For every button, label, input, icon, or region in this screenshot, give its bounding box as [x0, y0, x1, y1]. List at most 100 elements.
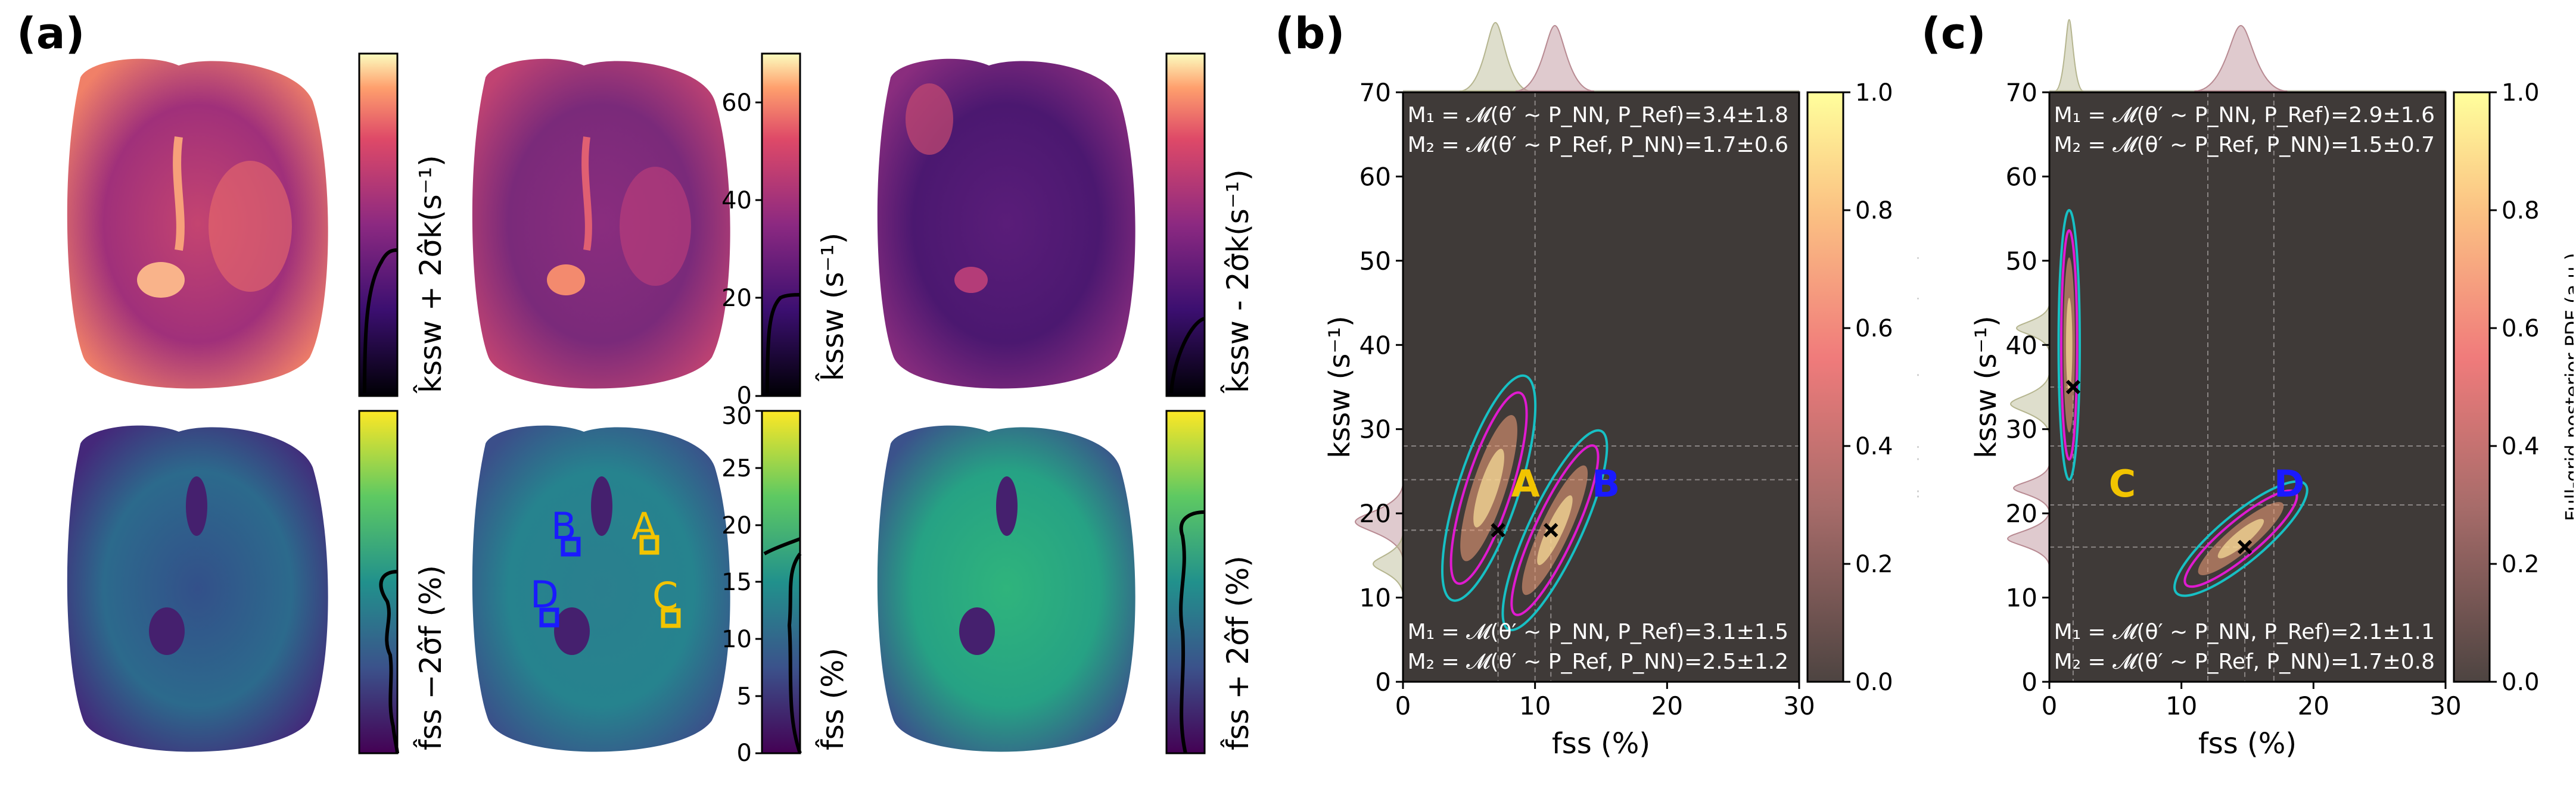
colorbar-tick-label: 0.4	[1855, 433, 1893, 460]
roi-d-marker	[539, 607, 559, 628]
metric-annotation: M₁ = 𝓜(θ′ ~ P_NN, P_Ref)=3.1±1.5	[1408, 620, 1788, 644]
axis-ticks: 0 10 20 30 0 10 20 30 40 50 60 70	[1359, 78, 1815, 720]
colorbar-fss	[761, 410, 801, 754]
y-tick-label: 20	[2006, 499, 2037, 528]
roi-c-marker	[661, 608, 681, 628]
metric-annotation: M₁ = 𝓜(θ′ ~ P_NN, P_Ref)=3.4±1.8	[1408, 103, 1788, 127]
posterior-core	[2217, 519, 2264, 559]
contour-nn	[1501, 429, 1609, 632]
x-tick-label: 10	[1519, 691, 1551, 720]
colorbar-ticks: 0.0 0.2 0.4 0.6 0.8 1.0	[2490, 79, 2540, 696]
x-tick-label: 0	[2042, 691, 2058, 720]
metric-annotation: M₂ = 𝓜(θ′ ~ P_Ref, P_NN)=1.5±0.7	[2054, 133, 2435, 157]
plot-area	[1403, 92, 1799, 682]
top-marginal	[1403, 21, 1799, 92]
contour-nn	[2057, 209, 2081, 481]
brain-map-fss-plus	[877, 425, 1135, 752]
fss-ticks: 0 5 10 15 20 25 30	[721, 403, 762, 767]
left-marginal	[1354, 482, 1404, 597]
metric-annotation: M₁ = 𝓜(θ′ ~ P_NN, P_Ref)=2.1±1.1	[2054, 620, 2435, 644]
y-axis-label: kssw (s⁻¹)	[1323, 316, 1357, 458]
kssw-ticks: 0 20 40 60	[721, 89, 762, 410]
y-tick-label: 10	[1359, 584, 1391, 613]
contour-reference	[1449, 391, 1528, 585]
colorbar-label: Full-grid posterior PDF (a.u.)	[2561, 253, 2574, 522]
y-tick-label: 10	[2006, 584, 2037, 613]
marginal-peak	[2194, 24, 2288, 92]
cluster-letter: C	[2109, 462, 2136, 506]
colorbar-tick-label: 0.2	[1855, 551, 1893, 578]
label-kssw: k̂ssw (s⁻¹)	[815, 233, 850, 382]
panel-b-chart: 0 10 20 30 0 10 20 30 40 50 60 70 fss (%) kssw (s⁻¹) M…	[1323, 21, 1918, 760]
marginal-peak	[1460, 21, 1532, 92]
marginal-peak	[1354, 482, 1404, 562]
annotations: M₁ = 𝓜(θ′ ~ P_NN, P_Ref)=3.4±1.8 M₂ = 𝓜(θ…	[1408, 103, 1788, 674]
y-tick-label: 60	[1359, 162, 1391, 191]
brain-map-kssw-plus	[67, 58, 328, 389]
x-axis-label: fss (%)	[1552, 727, 1650, 760]
axis-ticks: 0 10 20 30 0 10 20 30 40 50 60 70	[2006, 78, 2462, 720]
y-tick-label: 40	[2006, 330, 2037, 360]
y-tick-label: 30	[1359, 415, 1391, 444]
y-tick-label: 30	[2006, 415, 2037, 444]
colorbar-tick-label: 0.2	[2502, 551, 2540, 578]
colorbar-fss-plus	[1165, 410, 1206, 754]
label-kssw-minus: k̂ssw - 2σ̂k(s⁻¹)	[1220, 169, 1255, 393]
brain-map-kssw-minus	[877, 58, 1135, 389]
estimate-marker	[1491, 523, 1505, 538]
colorbar-tick-label: 0.6	[2502, 315, 2540, 342]
brain-map-fss	[472, 425, 730, 752]
marginal-peak	[2015, 302, 2050, 354]
posterior-core	[1473, 448, 1504, 528]
y-tick-label: 70	[1359, 78, 1391, 107]
roi-label-d: D	[530, 573, 559, 616]
tick-k-40: 40	[721, 187, 752, 214]
colorbar-tick-label: 0.6	[1855, 315, 1893, 342]
brain-map-kssw	[472, 58, 730, 389]
x-tick-label: 0	[1395, 691, 1411, 720]
posterior-core	[1537, 495, 1573, 566]
svg-text:20: 20	[721, 512, 752, 539]
colorbar-kssw-minus	[1165, 52, 1206, 397]
colorbar-tick-label: 0.8	[1855, 197, 1893, 224]
estimate-marker	[1544, 523, 1558, 538]
contour-reference	[2183, 489, 2298, 588]
pdf-colorbar	[1806, 91, 1844, 683]
marginal-peak	[2006, 510, 2050, 567]
cluster-letter: D	[2274, 462, 2304, 506]
x-tick-label: 30	[2429, 691, 2461, 720]
marginal-peak	[2054, 18, 2084, 92]
metric-annotation: M₂ = 𝓜(θ′ ~ P_Ref, P_NN)=1.7±0.6	[1408, 133, 1788, 157]
cluster-b	[1501, 429, 1609, 632]
x-tick-label: 10	[2166, 691, 2197, 720]
panel-a-label: (a)	[17, 8, 85, 58]
y-tick-label: 40	[1359, 330, 1391, 360]
panel-a-figure: 0 20 40 60 0 5 10 15 20 25 30 k̂ssw + 2σ…	[67, 52, 1255, 767]
panel-b-label: (b)	[1275, 8, 1345, 58]
cluster-d	[2173, 480, 2309, 597]
x-axis-label: fss (%)	[2198, 727, 2297, 760]
svg-text:25: 25	[721, 455, 752, 482]
roi-b-marker	[561, 537, 581, 557]
plot-area	[2049, 92, 2446, 682]
tick-k-20: 20	[721, 285, 752, 312]
colorbar-ticks: 0.0 0.2 0.4 0.6 0.8 1.0	[1843, 79, 1893, 696]
marginal-peak	[2012, 463, 2050, 513]
metric-annotation: M₁ = 𝓜(θ′ ~ P_NN, P_Ref)=2.9±1.6	[2054, 103, 2435, 127]
y-tick-label: 0	[2021, 668, 2037, 697]
colorbar-tick-label: 1.0	[2502, 79, 2540, 107]
svg-text:0: 0	[737, 740, 752, 767]
roi-a-marker	[639, 535, 659, 555]
svg-text:10: 10	[721, 626, 752, 653]
svg-text:15: 15	[721, 569, 752, 596]
y-tick-label: 50	[2006, 247, 2037, 276]
estimate-marker	[2065, 379, 2081, 395]
svg-text:30: 30	[721, 403, 752, 430]
pdf-colorbar	[2453, 91, 2491, 683]
colorbar-tick-label: 0.0	[1855, 669, 1893, 696]
label-fss: f̂ss (%)	[815, 648, 850, 750]
y-tick-label: 70	[2006, 78, 2037, 107]
marginal-peak	[1372, 531, 1404, 597]
colorbar-tick-label: 0.4	[2502, 433, 2540, 460]
left-marginal	[2006, 302, 2050, 567]
